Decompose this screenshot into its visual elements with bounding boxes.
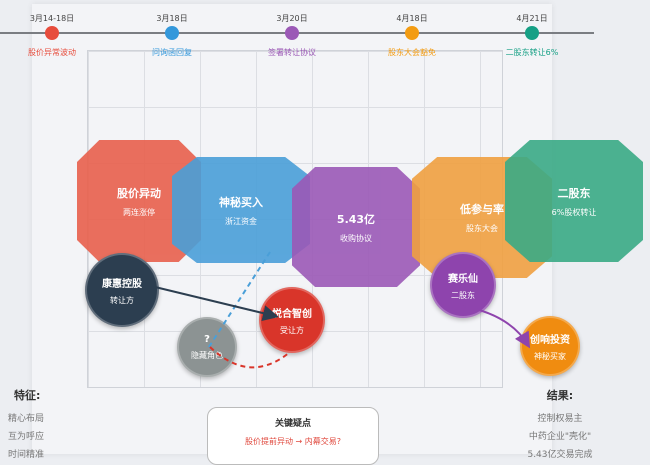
actor-node: 悦合智创 受让方 bbox=[259, 287, 325, 353]
event-title: 二股东 bbox=[557, 186, 591, 200]
event-node: 二股东 6%股权转让 bbox=[505, 140, 643, 262]
features-section: 特征: 精心布局 互为呼应 时间精准 bbox=[8, 387, 44, 464]
actor-role: 隐藏角色 bbox=[191, 350, 223, 360]
key-question-text: 股价提前异动 → 内幕交易? bbox=[244, 437, 342, 446]
actor-name: ? bbox=[204, 333, 210, 345]
milestone-date: 4月18日 bbox=[396, 14, 428, 23]
event-subtitle: 6%股权转让 bbox=[551, 207, 597, 217]
actor-node: 创响投资 神秘买家 bbox=[520, 316, 580, 376]
milestone-dot bbox=[165, 26, 179, 40]
features-heading: 特征: bbox=[14, 389, 41, 402]
event-subtitle: 股东大会 bbox=[466, 224, 498, 233]
milestone-date: 3月14-18日 bbox=[29, 14, 75, 23]
feature-item: 互为呼应 bbox=[8, 432, 45, 442]
event-node: 神秘买入 浙江资金 bbox=[172, 157, 310, 263]
result-item: 5.43亿交易完成 bbox=[527, 450, 593, 460]
actor-name: 康惠控股 bbox=[102, 278, 142, 290]
milestone-label: 问询函回复 bbox=[152, 48, 192, 57]
milestone-label: 股价异常波动 bbox=[28, 48, 76, 57]
feature-item: 时间精准 bbox=[8, 450, 45, 460]
feature-item: 精心布局 bbox=[8, 414, 45, 424]
event-title: 神秘买入 bbox=[219, 195, 263, 209]
milestone-dot bbox=[525, 26, 539, 40]
milestone-dot bbox=[285, 26, 299, 40]
milestone-label: 二股东转让6% bbox=[505, 48, 559, 57]
milestone-date: 3月20日 bbox=[276, 14, 308, 23]
actor-name: 赛乐仙 bbox=[448, 273, 478, 285]
results-heading: 结果: bbox=[546, 389, 574, 402]
actor-name: 悦合智创 bbox=[272, 308, 312, 320]
milestone-label: 签署转让协议 bbox=[268, 48, 316, 57]
actor-node: ? 隐藏角色 bbox=[177, 317, 237, 377]
milestone-dot bbox=[405, 26, 419, 40]
actor-role: 神秘买家 bbox=[534, 351, 566, 361]
key-question-box: 关键疑点 股价提前异动 → 内幕交易? bbox=[207, 407, 379, 465]
actor-role: 转让方 bbox=[110, 295, 134, 305]
event-node: 5.43亿收购协议 bbox=[292, 167, 420, 287]
actor-role: 受让方 bbox=[280, 325, 304, 335]
event-title: 股价异动 bbox=[117, 186, 161, 200]
actor-name: 创响投资 bbox=[530, 334, 570, 346]
actor-role: 二股东 bbox=[451, 290, 475, 300]
result-item: 控制权易主 bbox=[537, 414, 583, 424]
event-subtitle: 两连涨停 bbox=[123, 207, 155, 217]
milestone-label: 股东大会豁免 bbox=[388, 48, 436, 57]
event-subtitle: 收购协议 bbox=[340, 233, 372, 243]
results-section: 结果: 控制权易主 中药企业"壳化" 5.43亿交易完成 bbox=[510, 387, 610, 464]
result-item: 中药企业"壳化" bbox=[528, 432, 592, 442]
milestone-dot bbox=[45, 26, 59, 40]
key-question-heading: 关键疑点 bbox=[274, 419, 311, 429]
actor-node: 赛乐仙 二股东 bbox=[430, 252, 496, 318]
milestone-date: 3月18日 bbox=[156, 14, 188, 23]
event-title: 低参与率 bbox=[460, 203, 504, 216]
actor-node: 康惠控股 转让方 bbox=[85, 253, 159, 327]
milestone-date: 4月21日 bbox=[516, 14, 548, 23]
event-subtitle: 浙江资金 bbox=[225, 216, 257, 226]
event-title: 5.43亿 bbox=[336, 212, 376, 226]
